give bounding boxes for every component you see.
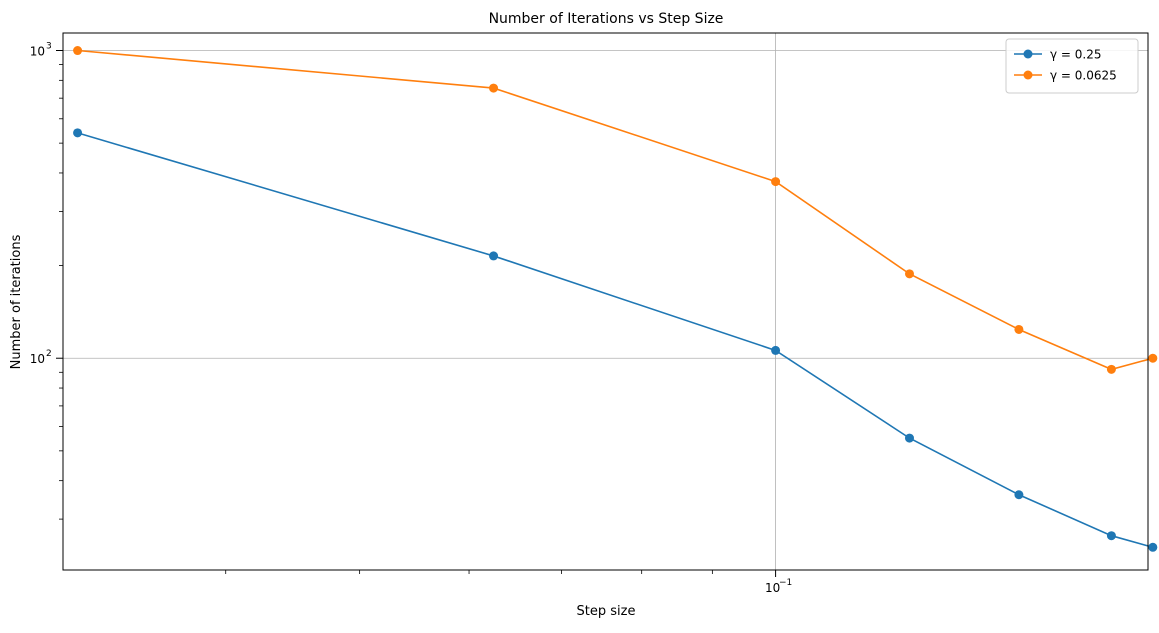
x-axis-label: Step size bbox=[577, 604, 636, 619]
y-axis-label: Number of iterations bbox=[9, 234, 24, 369]
series-1-point-6 bbox=[1148, 353, 1158, 363]
series-1-point-0 bbox=[73, 46, 83, 56]
legend-marker-1 bbox=[1023, 70, 1033, 80]
y-tick-label-exp-1: 3 bbox=[46, 42, 52, 52]
series-0-point-1 bbox=[489, 251, 499, 261]
series-0-point-6 bbox=[1148, 542, 1158, 552]
legend-label-0: γ = 0.25 bbox=[1050, 48, 1102, 62]
legend: γ = 0.25 γ = 0.0625 bbox=[1005, 38, 1139, 94]
series-1-point-3 bbox=[904, 269, 914, 279]
x-tick-label-exp-0: −1 bbox=[779, 578, 792, 588]
y-tick-label-0: 10 bbox=[30, 352, 45, 366]
y-tick-label-1: 10 bbox=[30, 45, 45, 59]
chart-title: Number of Iterations vs Step Size bbox=[489, 11, 724, 27]
legend-box bbox=[1005, 38, 1139, 94]
series-0-point-2 bbox=[771, 345, 781, 355]
series-0-point-5 bbox=[1106, 531, 1116, 541]
y-tick-label-exp-0: 2 bbox=[46, 349, 52, 359]
legend-marker-0 bbox=[1023, 49, 1033, 59]
series-0-point-0 bbox=[73, 128, 83, 138]
series-layer bbox=[73, 46, 1158, 552]
series-1-point-4 bbox=[1014, 324, 1024, 334]
grid-layer bbox=[63, 33, 1148, 570]
series-line-1 bbox=[77, 49, 1154, 371]
legend-label-1: γ = 0.0625 bbox=[1050, 69, 1117, 83]
series-0-point-4 bbox=[1014, 490, 1024, 500]
series-1-point-5 bbox=[1106, 364, 1116, 374]
series-1-point-2 bbox=[771, 177, 781, 187]
series-line-0 bbox=[77, 132, 1154, 549]
series-1-point-1 bbox=[489, 83, 499, 93]
series-0-point-3 bbox=[904, 433, 914, 443]
x-tick-label-0: 10 bbox=[765, 581, 780, 595]
plot-frame bbox=[62, 32, 1149, 571]
